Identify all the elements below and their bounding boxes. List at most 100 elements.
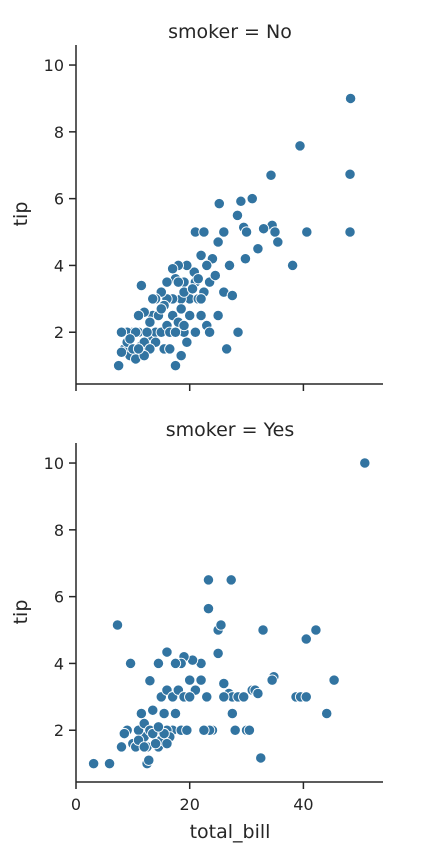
scatter-point	[265, 169, 277, 181]
scatter-point	[218, 691, 230, 703]
y-ticks-top: 2 4 6 8 10	[44, 56, 76, 342]
scatter-point	[221, 343, 233, 355]
scatter-point	[181, 336, 193, 348]
scatter-point	[166, 263, 179, 275]
scatter-point	[178, 319, 190, 332]
x-ticks-bottom: 0 20 40	[71, 782, 314, 814]
x-axis-label: total_bill	[190, 821, 271, 843]
scatter-point	[189, 326, 202, 338]
scatter-point	[269, 226, 281, 238]
scatter-point	[321, 707, 333, 720]
scatter-point	[161, 276, 173, 288]
scatter-point	[212, 309, 224, 322]
scatter-point	[257, 624, 269, 636]
scatter-point	[135, 279, 148, 292]
facet-title-no: smoker = No	[168, 21, 292, 43]
scatter-point	[132, 343, 145, 355]
scatter-point	[184, 674, 196, 686]
y-axis-label-top: tip	[10, 202, 32, 227]
scatter-point	[184, 691, 196, 703]
scatter-point	[149, 737, 162, 750]
scatter-point	[115, 741, 128, 753]
scatter-point	[239, 253, 252, 265]
scatter-point	[141, 326, 153, 338]
scatter-point	[213, 197, 225, 210]
scatter-point	[198, 724, 210, 736]
scatter-point	[161, 646, 173, 658]
scatter-point	[344, 226, 356, 238]
scatter-point	[226, 707, 238, 720]
scatter-point	[229, 724, 241, 736]
scatter-point	[161, 737, 173, 750]
scatter-point	[124, 333, 136, 345]
scatter-point	[344, 92, 357, 105]
scatter-point	[225, 574, 237, 586]
scatter-point	[138, 741, 150, 753]
scatter-point	[246, 192, 258, 205]
scatter-point	[252, 687, 264, 700]
scatter-point	[169, 359, 182, 372]
y-tick-label: 4	[54, 256, 64, 275]
scatter-point	[240, 226, 253, 238]
scatter-point	[169, 707, 182, 720]
scatter-point	[155, 303, 167, 315]
scatter-point	[223, 259, 236, 272]
scatter-point	[203, 326, 216, 338]
scatter-point	[202, 603, 215, 615]
y-axis-label-bottom: tip	[10, 600, 32, 625]
scatter-point	[152, 721, 165, 733]
x-tick-label: 20	[180, 795, 200, 814]
scatter-point	[115, 346, 128, 358]
scatter-point	[215, 619, 227, 631]
scatter-point	[255, 752, 267, 764]
scatter-point	[175, 303, 187, 315]
scatter-point	[300, 691, 312, 703]
scatter-point	[132, 309, 145, 322]
scatter-point	[198, 226, 210, 238]
scatter-point	[201, 691, 213, 703]
y-tick-label: 4	[54, 654, 64, 673]
facet-no-smoker: smoker = No 2 4 6 8 10 tip	[10, 21, 383, 391]
facet-yes-smoker: smoker = Yes 2 4 6 8 10 0 20 40 tip total_bill	[10, 419, 383, 843]
y-tick-label: 10	[44, 56, 64, 75]
scatter-point	[238, 691, 250, 703]
scatter-point	[226, 289, 238, 302]
scatter-point	[103, 757, 116, 770]
scatter-point	[87, 757, 100, 770]
scatter-point	[169, 326, 182, 338]
scatter-point	[111, 619, 124, 631]
y-tick-label: 6	[54, 588, 64, 607]
scatter-point	[235, 195, 247, 207]
scatter-point	[202, 574, 215, 586]
scatter-point	[192, 273, 204, 285]
x-tick-label: 40	[293, 795, 313, 814]
scatter-point	[294, 140, 306, 152]
scatter-point	[186, 283, 199, 295]
y-tick-label: 2	[54, 721, 64, 740]
facet-title-yes: smoker = Yes	[166, 419, 295, 441]
scatter-point	[266, 674, 278, 686]
scatter-point	[112, 359, 125, 372]
scatter-point	[135, 707, 148, 720]
scatter-point	[257, 223, 270, 235]
scatter-point	[301, 226, 313, 238]
scatter-point	[195, 674, 207, 686]
y-tick-label: 10	[44, 454, 64, 473]
scatter-point	[144, 675, 156, 687]
scatter-point	[143, 754, 155, 766]
scatter-point	[172, 276, 184, 288]
scatter-point	[152, 657, 165, 670]
scatter-point	[272, 236, 284, 248]
y-tick-label: 6	[54, 190, 64, 209]
scatter-point	[115, 326, 128, 338]
scatter-point	[243, 724, 256, 736]
scatter-point	[195, 293, 207, 305]
scatter-point	[209, 269, 221, 282]
y-ticks-bottom: 2 4 6 8 10	[44, 454, 76, 740]
x-ticks-top	[75, 384, 305, 391]
scatter-point	[286, 259, 299, 272]
y-tick-label: 8	[54, 123, 64, 142]
scatter-point	[158, 707, 170, 720]
scatter-point	[147, 293, 159, 305]
